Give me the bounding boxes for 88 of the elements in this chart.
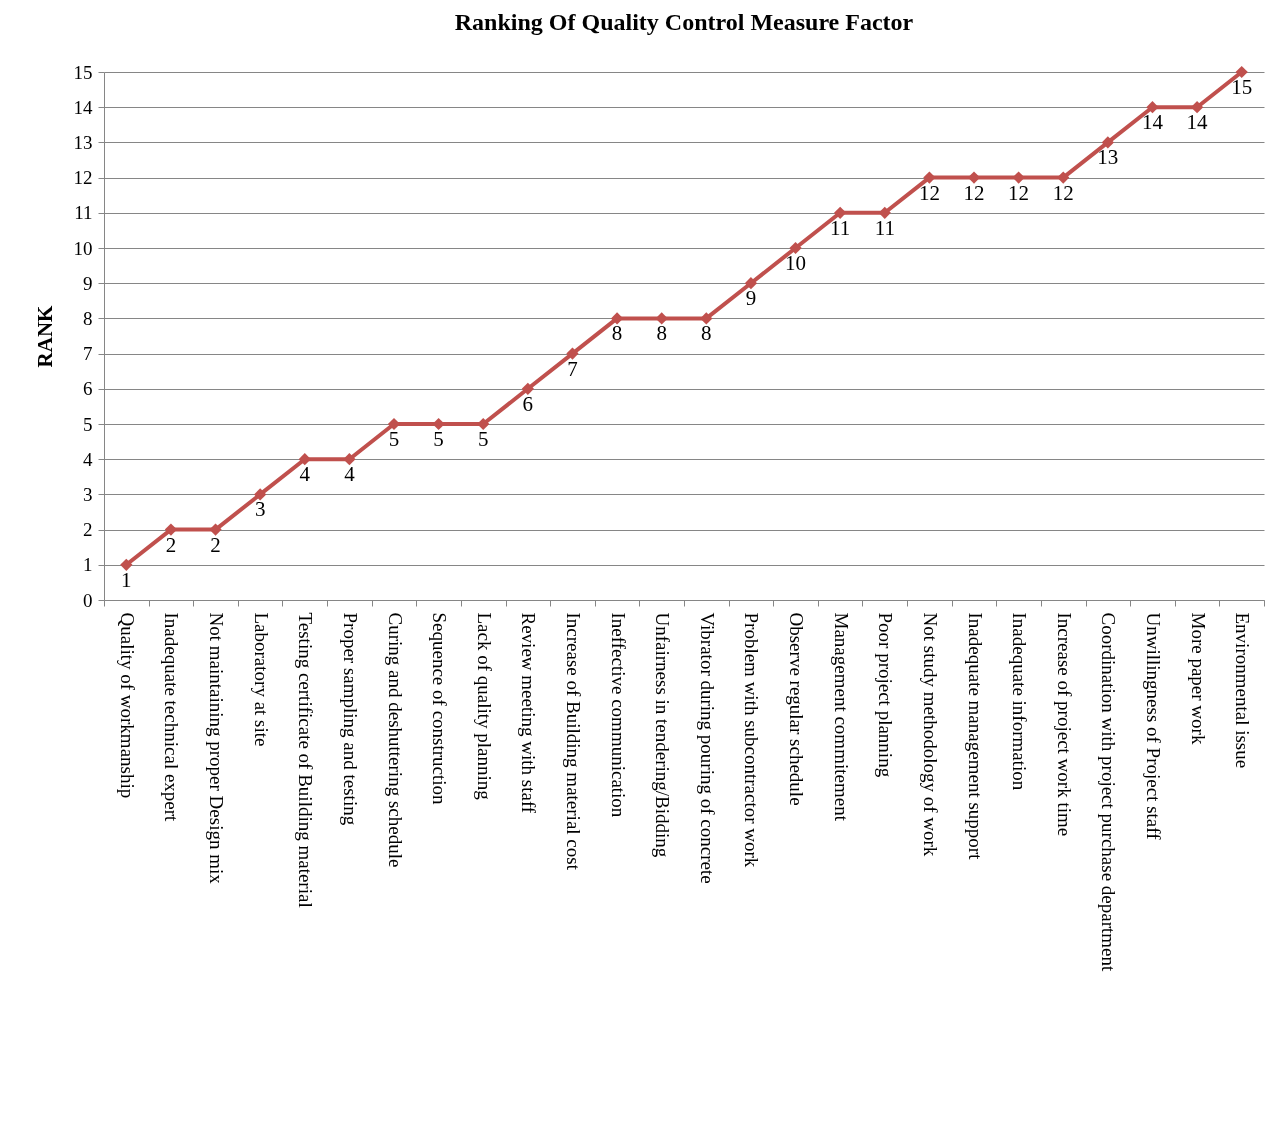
y-tick-label: 12 xyxy=(73,167,93,189)
y-tick-label: 5 xyxy=(83,413,93,435)
point xyxy=(1057,171,1070,184)
y-tick-label: 13 xyxy=(73,131,93,153)
y-tick-label: 4 xyxy=(83,448,93,470)
x-tick-label: Increase of project work time xyxy=(1053,612,1075,837)
y-tick-label: 2 xyxy=(83,519,93,541)
data-label: 5 xyxy=(388,427,400,451)
point xyxy=(789,241,802,255)
x-tick-label: Increase of Building material cost xyxy=(562,612,584,871)
x-tick-label: Ineffective communication xyxy=(607,612,629,818)
y-tick-label: 7 xyxy=(83,343,93,365)
chart-title: Ranking Of Quality Control Measure Factor xyxy=(454,9,914,35)
data-label: 12 xyxy=(1052,180,1074,205)
y-tick-label: 0 xyxy=(83,589,93,611)
x-tick-label: Coordination with project purchase department xyxy=(1098,612,1120,972)
x-tick-label: Management commitement xyxy=(830,612,852,822)
y-tick-label: 1 xyxy=(83,554,93,576)
data-label: 14 xyxy=(1141,110,1164,135)
x-tick-label: Not maintaining proper Design mix xyxy=(206,612,228,885)
x-tick-label: Problem with subcontractor work xyxy=(741,612,763,868)
data-label: 11 xyxy=(874,215,895,240)
point xyxy=(1190,101,1204,114)
data-label: 4 xyxy=(299,462,311,487)
x-tick-label: Unfairness in tendering/Bidding xyxy=(652,612,674,858)
point xyxy=(967,171,981,184)
x-tick-label: Vibrator during pouring of concrete xyxy=(696,612,718,884)
y-tick-label: 3 xyxy=(83,483,93,505)
y-tick-label: 6 xyxy=(83,378,93,400)
y-axis-title: RANK xyxy=(32,304,57,368)
data-label: 12 xyxy=(963,180,985,205)
x-tick-label: Unwillingness of Project staff xyxy=(1142,612,1164,841)
y-tick-label: 15 xyxy=(73,61,93,83)
x-tick-label: Inadequate management support xyxy=(964,612,986,861)
data-label: 11 xyxy=(830,215,851,240)
data-label: 7 xyxy=(567,356,578,381)
data-label: 12 xyxy=(918,180,940,205)
data-label: 14 xyxy=(1186,110,1209,135)
x-tick-label: Inadequate information xyxy=(1009,612,1031,791)
data-label: 2 xyxy=(165,532,177,557)
x-tick-label: Environmental issue xyxy=(1232,612,1254,769)
x-tick-label: Inadequate technical expert xyxy=(161,612,183,823)
point xyxy=(254,488,267,501)
point xyxy=(1101,136,1114,149)
point xyxy=(477,417,490,431)
y-tick-label: 9 xyxy=(83,272,93,294)
x-tick-label: More paper work xyxy=(1187,612,1209,745)
data-label: 12 xyxy=(1008,180,1030,205)
x-tick-label: Quality of workmanship xyxy=(116,612,138,799)
x-tick-label: Laboratory at site xyxy=(250,612,272,747)
data-label: 8 xyxy=(611,321,623,346)
x-tick-label: Lack of quality planning xyxy=(473,612,495,801)
x-tick-label: Curing and deshuttering schedule xyxy=(384,612,406,868)
point xyxy=(1235,65,1248,79)
x-tick-label: Not study methodology of work xyxy=(919,612,941,857)
data-label: 5 xyxy=(433,427,444,451)
point xyxy=(343,453,356,466)
y-tick-label: 8 xyxy=(83,307,93,329)
data-label: 3 xyxy=(254,497,266,522)
point xyxy=(700,312,713,325)
data-label: 15 xyxy=(1231,75,1253,99)
data-label: 13 xyxy=(1097,145,1119,170)
x-tick-label: Sequence of construction xyxy=(429,612,451,806)
data-label: 1 xyxy=(121,567,132,592)
point xyxy=(120,558,133,571)
data-label: 8 xyxy=(656,321,667,346)
y-tick-label: 11 xyxy=(74,202,93,224)
point xyxy=(432,417,445,431)
data-label: 5 xyxy=(477,427,489,451)
point xyxy=(566,347,579,360)
data-label: 8 xyxy=(701,321,712,346)
point xyxy=(298,453,311,466)
x-tick-label: Observe regular schedule xyxy=(786,612,808,806)
data-label: 10 xyxy=(785,251,807,275)
x-tick-label: Poor project planning xyxy=(875,612,897,778)
point xyxy=(610,312,624,325)
data-label: 9 xyxy=(745,286,757,311)
data-label: 4 xyxy=(344,462,356,487)
x-tick-label: Review meeting with staff xyxy=(518,612,540,814)
data-label: 6 xyxy=(522,391,534,416)
y-tick-label: 10 xyxy=(73,237,93,259)
x-tick-label: Testing certificate of Building material xyxy=(295,612,317,908)
point xyxy=(164,523,178,536)
point xyxy=(521,382,534,395)
data-label: 2 xyxy=(210,532,221,557)
y-tick-label: 14 xyxy=(73,96,93,118)
point xyxy=(744,277,758,290)
x-tick-label: Proper sampling and testing xyxy=(339,612,361,826)
